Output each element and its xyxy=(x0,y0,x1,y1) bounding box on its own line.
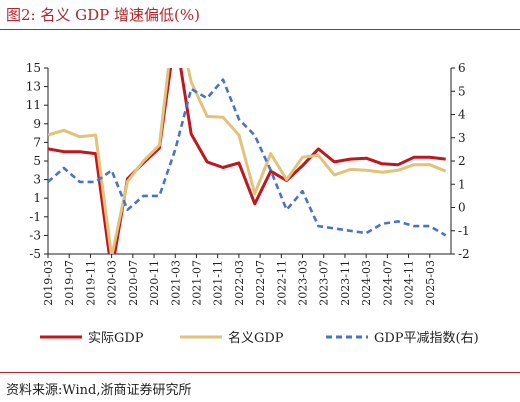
y-left-tick-label: 9 xyxy=(33,117,41,131)
x-tick-label: 2022-07 xyxy=(254,260,267,306)
legend: 实际GDP 名义GDP GDP平减指数(右) xyxy=(40,330,479,346)
x-tick-label: 2021-07 xyxy=(190,260,203,306)
y-left-tick-label: 13 xyxy=(26,80,41,94)
x-tick-label: 2025-03 xyxy=(424,260,437,306)
y-left-tick-label: 5 xyxy=(33,154,41,168)
y-left-tick-label: 3 xyxy=(33,173,41,187)
y-right-tick-label: 0 xyxy=(458,201,466,215)
x-tick-label: 2019-03 xyxy=(42,260,55,306)
figure-title: 图2: 名义 GDP 增速偏低(%) xyxy=(6,6,200,24)
legend-label-1: 实际GDP xyxy=(88,331,144,346)
x-tick-label: 2020-03 xyxy=(106,260,119,306)
legend-label-3: GDP平减指数(右) xyxy=(374,331,479,346)
x-tick-label: 2022-03 xyxy=(233,260,246,306)
x-tick-label: 2019-11 xyxy=(84,260,97,306)
y-right-tick-label: 5 xyxy=(458,84,466,98)
y-right-tick-label: 3 xyxy=(458,131,466,145)
y-right-tick-label: -1 xyxy=(458,224,470,238)
x-tick-label: 2020-11 xyxy=(148,260,161,306)
y-right-tick-label: 1 xyxy=(458,177,466,191)
y-left-tick-label: -1 xyxy=(29,210,41,224)
x-tick-label: 2022-11 xyxy=(275,260,288,306)
x-tick-label: 2024-03 xyxy=(360,260,373,306)
x-tick-label: 2023-03 xyxy=(297,260,310,306)
x-tick-label: 2020-07 xyxy=(127,260,140,306)
y-left-tick-label: -5 xyxy=(29,247,41,261)
title-divider xyxy=(0,29,520,30)
y-left-tick-label: 1 xyxy=(33,191,41,205)
series-line-1 xyxy=(48,68,446,254)
y-right-tick-label: 4 xyxy=(458,108,466,122)
legend-label-2: 名义GDP xyxy=(228,330,284,346)
y-left-tick-label: -3 xyxy=(29,228,41,242)
source-note: 资料来源:Wind,浙商证券研究所 xyxy=(6,383,192,398)
x-tick-label: 2024-07 xyxy=(381,260,394,306)
y-left-tick-label: 7 xyxy=(33,135,41,149)
y-right-tick-label: -2 xyxy=(458,247,470,261)
x-tick-label: 2023-07 xyxy=(318,260,331,306)
x-tick-label: 2021-03 xyxy=(169,260,182,306)
x-tick-label: 2021-11 xyxy=(212,260,225,306)
series-line-3 xyxy=(48,78,447,237)
y-right-tick-label: 6 xyxy=(458,61,466,75)
y-left-tick-label: 15 xyxy=(26,61,41,75)
x-tick-label: 2024-11 xyxy=(403,260,416,306)
x-tick-label: 2019-07 xyxy=(63,260,76,306)
series-line-2 xyxy=(48,68,447,254)
y-right-tick-label: 2 xyxy=(458,154,466,168)
source-divider xyxy=(0,372,520,373)
series-lines xyxy=(48,68,447,254)
x-tick-label: 2023-11 xyxy=(339,260,352,306)
y-left-tick-label: 11 xyxy=(26,98,41,112)
